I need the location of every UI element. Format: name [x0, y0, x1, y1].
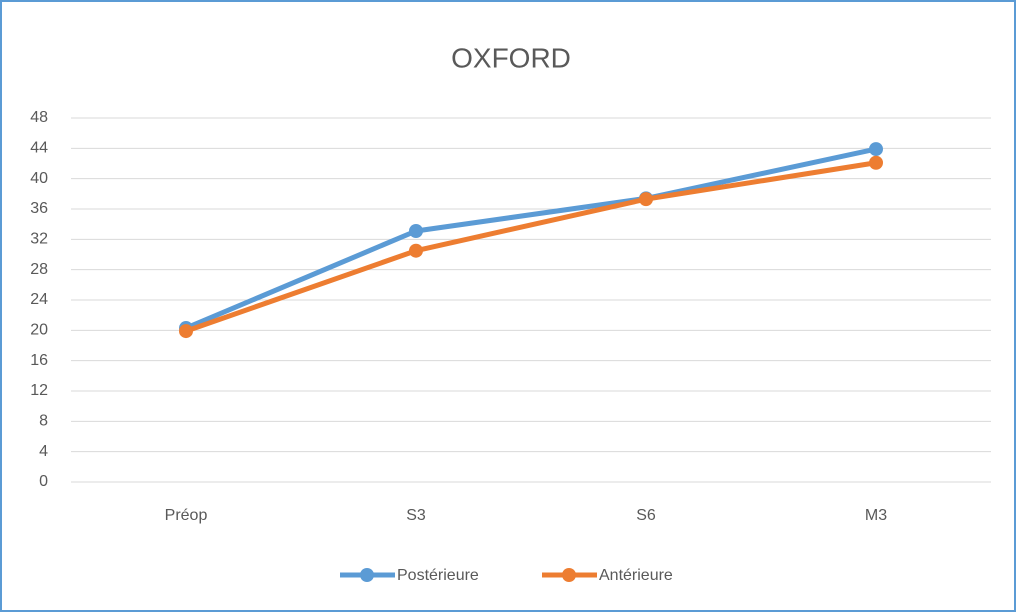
y-tick-label: 20 [30, 322, 48, 339]
x-tick-label: S6 [636, 507, 656, 524]
data-point [179, 324, 193, 339]
y-tick-label: 28 [30, 261, 48, 278]
y-tick-label: 0 [39, 473, 48, 490]
legend-marker [562, 568, 576, 582]
y-tick-label: 24 [30, 291, 48, 308]
data-point [639, 192, 653, 207]
x-tick-label: S3 [406, 507, 426, 524]
legend-label: Antérieure [599, 567, 673, 584]
data-point [409, 243, 423, 258]
y-tick-label: 16 [30, 352, 48, 369]
y-tick-label: 4 [39, 443, 48, 460]
x-tick-label: Préop [165, 507, 208, 524]
y-tick-label: 44 [30, 140, 48, 157]
chart-title: OXFORD [451, 42, 571, 73]
y-tick-label: 8 [39, 413, 48, 430]
y-tick-label: 48 [30, 109, 48, 126]
y-tick-label: 36 [30, 200, 48, 217]
legend-label: Postérieure [397, 567, 479, 584]
data-point [409, 223, 423, 238]
data-point [869, 142, 883, 157]
legend-marker [360, 568, 374, 582]
series-line [185, 160, 877, 334]
y-tick-label: 12 [30, 382, 48, 399]
series-line [185, 146, 877, 331]
x-tick-label: M3 [865, 507, 887, 524]
y-tick-label: 40 [30, 170, 48, 187]
y-tick-label: 32 [30, 231, 48, 248]
data-point [869, 155, 883, 170]
